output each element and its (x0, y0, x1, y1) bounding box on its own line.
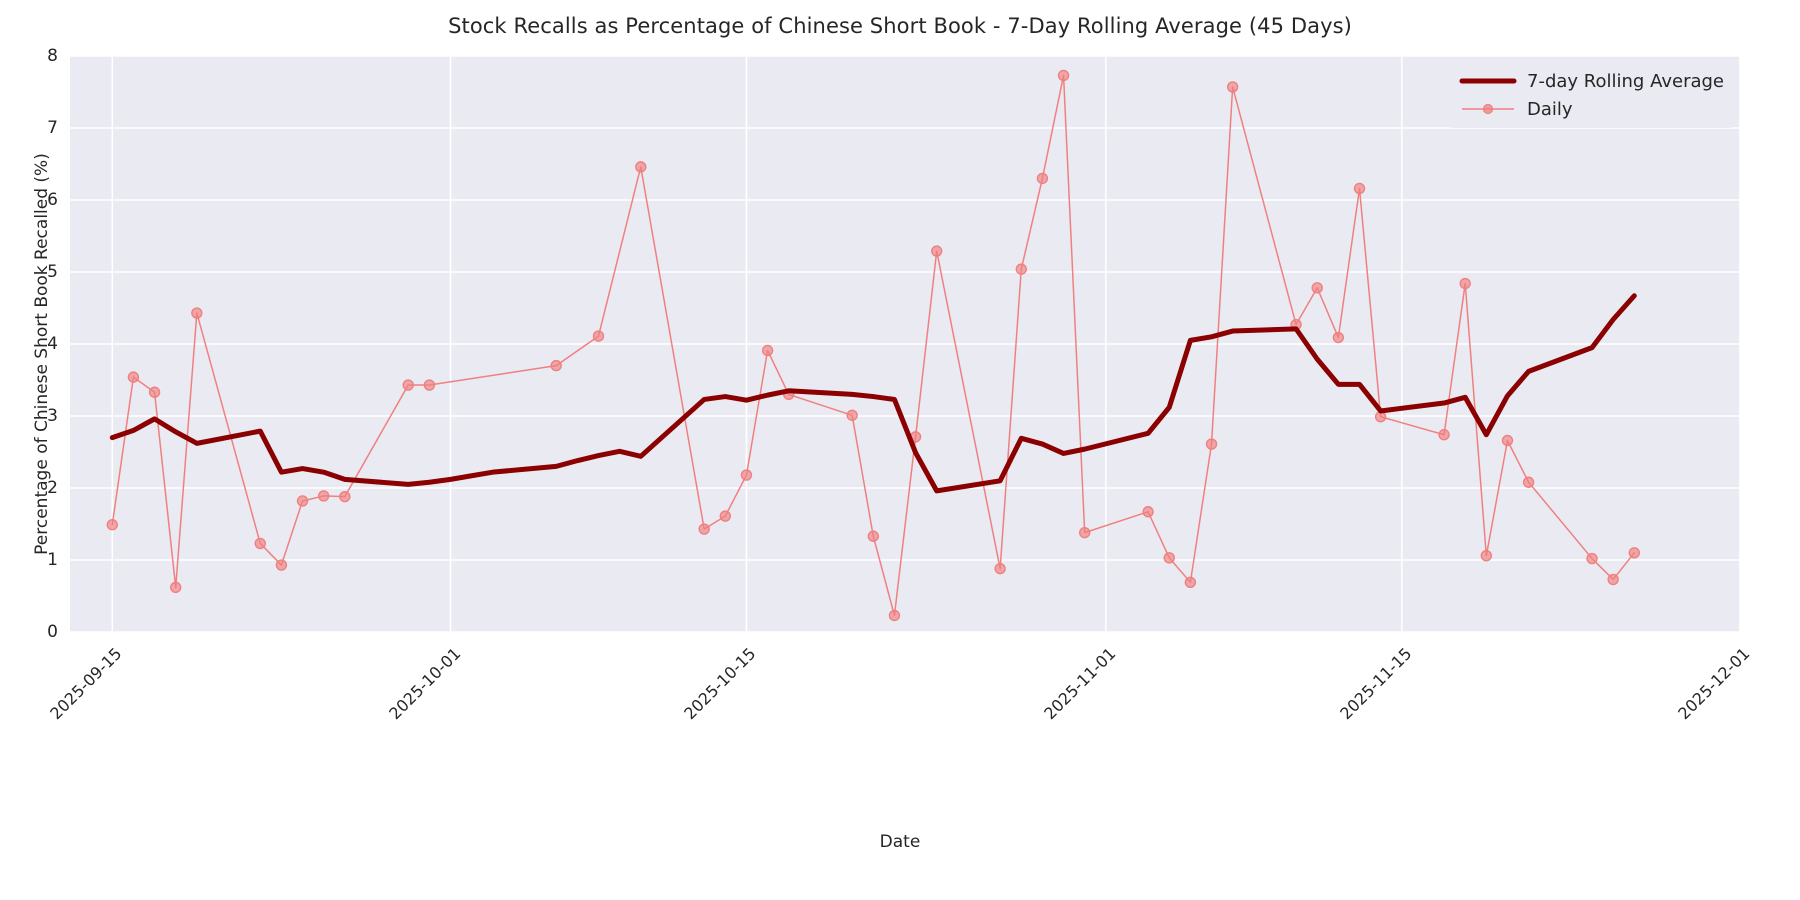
daily-data-point (1311, 282, 1323, 294)
daily-data-point (1501, 434, 1514, 447)
legend-swatch-thin-line-marker (1459, 98, 1517, 120)
x-tick-label: 2025-10-01 (384, 644, 464, 724)
daily-data-point (1438, 429, 1450, 441)
daily-data-point (1036, 172, 1049, 185)
daily-data-point (1353, 182, 1366, 195)
daily-data-point (1332, 331, 1345, 344)
chart-title: Stock Recalls as Percentage of Chinese S… (448, 14, 1352, 38)
x-tick-label: 2025-09-15 (46, 644, 126, 724)
daily-data-point (592, 330, 605, 342)
daily-data-point (1586, 552, 1598, 565)
daily-data-point (339, 490, 351, 503)
daily-data-point (1205, 438, 1218, 450)
daily-data-point (106, 519, 118, 531)
daily-data-point (1078, 526, 1091, 539)
legend-label-rolling-average: 7-day Rolling Average (1527, 70, 1724, 92)
daily-data-point (740, 469, 753, 481)
x-tick-label: 2025-10-15 (680, 644, 760, 724)
daily-data-point (1628, 547, 1641, 559)
x-tick-label: 2025-11-01 (1040, 644, 1120, 724)
daily-data-point (719, 510, 732, 522)
daily-data-point (148, 386, 161, 398)
daily-data-point (1057, 69, 1070, 82)
daily-data-point (761, 344, 774, 357)
plot-svg (70, 56, 1740, 632)
daily-data-point (1015, 263, 1027, 275)
plot-area: 7-day Rolling Average Daily (70, 56, 1740, 632)
daily-data-point (1142, 506, 1154, 518)
daily-data-point (1163, 552, 1175, 564)
daily-data-point (1607, 573, 1619, 586)
x-axis-label: Date (879, 832, 921, 852)
daily-data-point (423, 379, 436, 391)
daily-data-point (994, 562, 1006, 575)
daily-data-point (550, 359, 562, 372)
daily-data-point (191, 307, 203, 319)
legend-item-daily: Daily (1459, 98, 1724, 120)
daily-data-point (888, 609, 901, 622)
legend-item-rolling-average: 7-day Rolling Average (1459, 70, 1724, 92)
daily-data-point (931, 245, 943, 257)
daily-data-point (275, 559, 288, 571)
rolling-average-series-line (109, 293, 1637, 494)
x-axis-ticks: 2025-09-15 2025-10-01 2025-10-15 2025-11-01… (0, 644, 1800, 794)
legend-swatch-thick-line (1459, 70, 1517, 92)
daily-data-point (867, 530, 879, 542)
daily-data-point (254, 537, 266, 550)
daily-data-point (1226, 81, 1239, 93)
daily-data-point (1480, 549, 1493, 562)
legend-label-daily: Daily (1527, 98, 1573, 120)
daily-data-point (1522, 476, 1535, 488)
daily-data-point (1459, 277, 1471, 290)
x-tick-label: 2025-12-01 (1674, 644, 1754, 724)
daily-data-point (1184, 576, 1197, 589)
daily-data-point (127, 371, 140, 383)
daily-data-point (635, 161, 647, 173)
x-tick-label: 2025-11-15 (1336, 644, 1416, 724)
daily-data-point (317, 490, 330, 502)
daily-data-point (169, 581, 182, 594)
daily-data-point (402, 379, 414, 391)
daily-data-point (296, 495, 309, 507)
vertical-gridlines (111, 56, 1740, 632)
daily-series-markers (106, 69, 1641, 622)
daily-data-point (846, 409, 858, 421)
horizontal-gridlines (70, 56, 1740, 632)
y-axis-label: Percentage of Chinese Short Book Recalle… (32, 153, 52, 555)
chart-legend: 7-day Rolling Average Daily (1449, 62, 1734, 128)
daily-data-point (698, 523, 710, 535)
